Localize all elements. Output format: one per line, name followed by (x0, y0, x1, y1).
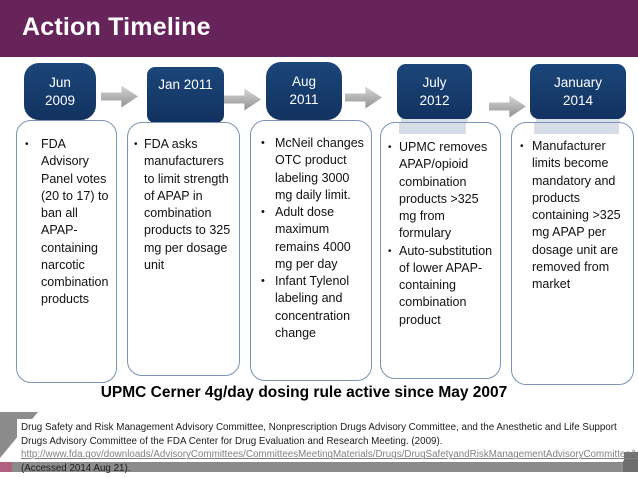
timeline-date-aug-2011: Aug 2011 (266, 62, 342, 120)
bullet-icon (261, 273, 275, 342)
date-line: 2009 (44, 92, 76, 108)
timeline-detail-box-july-2012: UPMC removes APAP/opioid combination pro… (380, 122, 501, 379)
bullet-item: FDA asks manufacturers to limit strength… (134, 136, 237, 274)
title-bar: Action Timeline (0, 0, 638, 57)
date-line: July (422, 74, 447, 90)
footer-corner-block (623, 452, 638, 472)
bullet-item: Auto-substitution of lower APAP-containi… (388, 243, 498, 329)
bullet-list: McNeil changes OTC product labeling 3000… (251, 121, 371, 342)
bullet-icon (134, 136, 144, 274)
bullet-list: FDA Advisory Panel votes (20 to 17) to b… (17, 121, 116, 309)
timeline-date-jan-2011: Jan 2011 (147, 67, 224, 123)
date-line: January (553, 74, 603, 90)
citation-text: Drug Safety and Risk Management Advisory… (21, 422, 617, 447)
page-title: Action Timeline (22, 13, 211, 41)
footnote: UPMC Cerner 4g/day dosing rule active si… (100, 384, 508, 401)
timeline-detail-box-january-2014: Manufacturer limits become mandatory and… (511, 122, 634, 385)
date-line: 2014 (562, 92, 594, 108)
timeline-detail-box-aug-2011: McNeil changes OTC product labeling 3000… (250, 120, 372, 381)
bullet-icon (261, 135, 275, 204)
bullet-item: UPMC removes APAP/opioid combination pro… (388, 139, 498, 243)
arrow-right-icon (101, 85, 138, 108)
citation-accessed: (Accessed 2014 Aug 21). (21, 463, 131, 475)
timeline-detail-box-jan-2011: FDA asks manufacturers to limit strength… (127, 122, 240, 376)
citation-link[interactable]: http://www.fda.gov/downloads/AdvisoryCom… (21, 449, 638, 461)
arrow-right-icon (224, 88, 261, 111)
timeline-date-jun-2009: Jun 2009 (24, 63, 96, 120)
bullet-item: Infant Tylenol labeling and concentratio… (261, 273, 368, 342)
date-box-tail (536, 114, 620, 124)
bullet-item: McNeil changes OTC product labeling 3000… (261, 135, 368, 204)
arrow-right-icon (489, 95, 526, 118)
bullet-icon (25, 136, 41, 309)
bullet-icon (388, 243, 399, 329)
bullet-item: Adult dose maximum remains 4000 mg per d… (261, 204, 368, 273)
bullet-item: Manufacturer limits become mandatory and… (520, 138, 631, 293)
date-line: Aug (291, 74, 317, 90)
bullet-icon (388, 139, 399, 243)
date-box-tail (401, 114, 468, 124)
date-line: Jan 2011 (158, 77, 213, 92)
bullet-icon (261, 204, 275, 273)
date-box-tail (534, 123, 619, 134)
bullet-icon (520, 138, 532, 293)
timeline-date-july-2012: July 2012 (397, 64, 472, 119)
bullet-list: FDA asks manufacturers to limit strength… (128, 123, 239, 274)
date-box-tail (399, 123, 466, 134)
citation-box: Drug Safety and Risk Management Advisory… (17, 419, 638, 474)
footer-accent-pink (0, 462, 12, 472)
date-line: Jun (49, 74, 71, 90)
date-line: 2012 (419, 92, 450, 108)
timeline-detail-box-jun-2009: FDA Advisory Panel votes (20 to 17) to b… (16, 120, 117, 383)
footer-band (0, 462, 638, 472)
timeline-date-january-2014: January 2014 (530, 64, 626, 119)
date-line: 2011 (289, 92, 319, 107)
bullet-list: UPMC removes APAP/opioid combination pro… (381, 123, 500, 329)
bullet-list: Manufacturer limits become mandatory and… (512, 123, 633, 293)
arrow-right-icon (345, 86, 382, 109)
bullet-item: FDA Advisory Panel votes (20 to 17) to b… (25, 136, 113, 309)
